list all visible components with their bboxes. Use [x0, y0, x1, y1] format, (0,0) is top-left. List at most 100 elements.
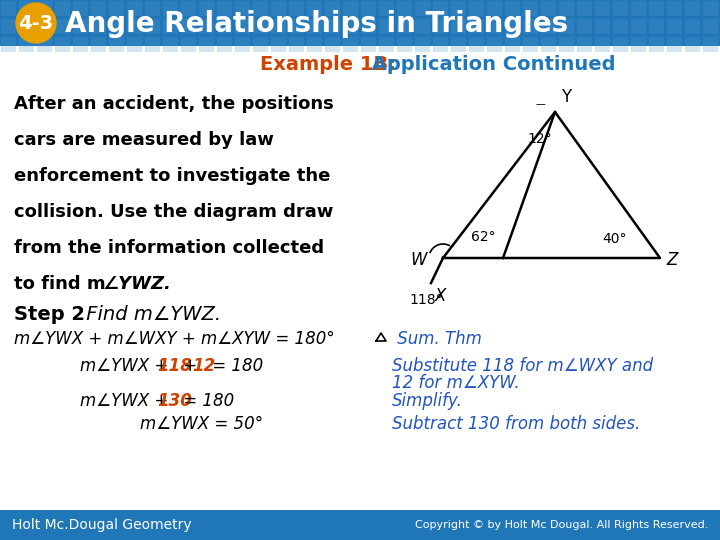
Text: Substitute 118 for m∠WXY and: Substitute 118 for m∠WXY and	[392, 357, 653, 375]
FancyBboxPatch shape	[253, 19, 268, 34]
FancyBboxPatch shape	[469, 19, 484, 34]
FancyBboxPatch shape	[415, 19, 430, 34]
FancyBboxPatch shape	[505, 37, 520, 52]
FancyBboxPatch shape	[37, 1, 52, 16]
FancyBboxPatch shape	[451, 37, 466, 52]
FancyBboxPatch shape	[505, 1, 520, 16]
FancyBboxPatch shape	[19, 19, 34, 34]
FancyBboxPatch shape	[613, 19, 628, 34]
FancyBboxPatch shape	[523, 1, 538, 16]
FancyBboxPatch shape	[235, 1, 250, 16]
Circle shape	[16, 3, 56, 43]
FancyBboxPatch shape	[19, 1, 34, 16]
FancyBboxPatch shape	[595, 37, 610, 52]
FancyBboxPatch shape	[397, 1, 412, 16]
FancyBboxPatch shape	[181, 37, 196, 52]
Text: Find m∠YWZ.: Find m∠YWZ.	[80, 305, 221, 324]
FancyBboxPatch shape	[127, 19, 142, 34]
Text: Z: Z	[666, 251, 678, 269]
FancyBboxPatch shape	[541, 1, 556, 16]
FancyBboxPatch shape	[253, 1, 268, 16]
Text: Example 1B:: Example 1B:	[260, 55, 396, 73]
Text: —: —	[535, 99, 545, 109]
Text: W: W	[410, 251, 427, 269]
FancyBboxPatch shape	[451, 1, 466, 16]
Text: m∠YWX +: m∠YWX +	[80, 392, 174, 410]
FancyBboxPatch shape	[37, 19, 52, 34]
FancyBboxPatch shape	[145, 37, 160, 52]
FancyBboxPatch shape	[343, 19, 358, 34]
Text: to find m: to find m	[14, 275, 106, 293]
FancyBboxPatch shape	[199, 37, 214, 52]
FancyBboxPatch shape	[91, 19, 106, 34]
Text: 12: 12	[192, 357, 215, 375]
Text: Step 2: Step 2	[14, 305, 85, 324]
FancyBboxPatch shape	[0, 0, 720, 46]
FancyBboxPatch shape	[667, 1, 682, 16]
Text: Subtract 130 from both sides.: Subtract 130 from both sides.	[392, 415, 640, 433]
Text: After an accident, the positions: After an accident, the positions	[14, 95, 334, 113]
Text: = 180: = 180	[207, 357, 264, 375]
FancyBboxPatch shape	[631, 1, 646, 16]
Text: +: +	[178, 357, 202, 375]
FancyBboxPatch shape	[73, 1, 88, 16]
FancyBboxPatch shape	[127, 37, 142, 52]
FancyBboxPatch shape	[73, 37, 88, 52]
FancyBboxPatch shape	[271, 37, 286, 52]
FancyBboxPatch shape	[613, 1, 628, 16]
FancyBboxPatch shape	[55, 37, 70, 52]
FancyBboxPatch shape	[235, 19, 250, 34]
FancyBboxPatch shape	[325, 1, 340, 16]
FancyBboxPatch shape	[505, 19, 520, 34]
Text: Application Continued: Application Continued	[365, 55, 616, 73]
FancyBboxPatch shape	[541, 19, 556, 34]
Text: Sum. Thm: Sum. Thm	[392, 330, 482, 348]
FancyBboxPatch shape	[181, 1, 196, 16]
FancyBboxPatch shape	[559, 1, 574, 16]
FancyBboxPatch shape	[523, 37, 538, 52]
Text: 12°: 12°	[527, 132, 552, 146]
FancyBboxPatch shape	[181, 19, 196, 34]
FancyBboxPatch shape	[487, 19, 502, 34]
FancyBboxPatch shape	[415, 37, 430, 52]
FancyBboxPatch shape	[0, 510, 720, 540]
FancyBboxPatch shape	[631, 19, 646, 34]
FancyBboxPatch shape	[55, 1, 70, 16]
FancyBboxPatch shape	[595, 19, 610, 34]
FancyBboxPatch shape	[433, 37, 448, 52]
FancyBboxPatch shape	[163, 37, 178, 52]
FancyBboxPatch shape	[433, 19, 448, 34]
FancyBboxPatch shape	[19, 37, 34, 52]
FancyBboxPatch shape	[667, 19, 682, 34]
Text: 40°: 40°	[602, 232, 626, 246]
FancyBboxPatch shape	[667, 37, 682, 52]
FancyBboxPatch shape	[577, 1, 592, 16]
FancyBboxPatch shape	[1, 1, 16, 16]
FancyBboxPatch shape	[253, 37, 268, 52]
FancyBboxPatch shape	[433, 1, 448, 16]
FancyBboxPatch shape	[631, 37, 646, 52]
FancyBboxPatch shape	[289, 37, 304, 52]
FancyBboxPatch shape	[289, 19, 304, 34]
FancyBboxPatch shape	[469, 1, 484, 16]
FancyBboxPatch shape	[685, 1, 700, 16]
FancyBboxPatch shape	[1, 19, 16, 34]
FancyBboxPatch shape	[163, 19, 178, 34]
Text: enforcement to investigate the: enforcement to investigate the	[14, 167, 330, 185]
FancyBboxPatch shape	[577, 37, 592, 52]
Text: 62°: 62°	[471, 230, 495, 244]
FancyBboxPatch shape	[217, 1, 232, 16]
Text: X: X	[435, 287, 446, 305]
FancyBboxPatch shape	[127, 1, 142, 16]
FancyBboxPatch shape	[109, 1, 124, 16]
FancyBboxPatch shape	[163, 1, 178, 16]
FancyBboxPatch shape	[541, 37, 556, 52]
FancyBboxPatch shape	[649, 19, 664, 34]
Text: from the information collected: from the information collected	[14, 239, 324, 257]
FancyBboxPatch shape	[217, 19, 232, 34]
FancyBboxPatch shape	[55, 19, 70, 34]
FancyBboxPatch shape	[1, 37, 16, 52]
FancyBboxPatch shape	[703, 1, 718, 16]
FancyBboxPatch shape	[523, 19, 538, 34]
FancyBboxPatch shape	[379, 1, 394, 16]
